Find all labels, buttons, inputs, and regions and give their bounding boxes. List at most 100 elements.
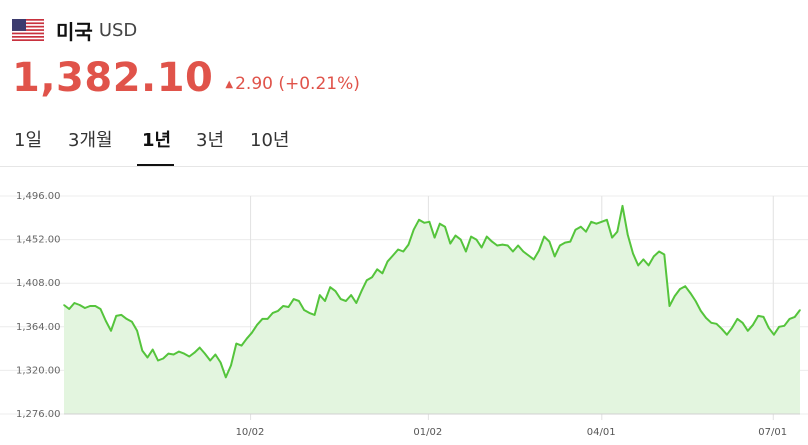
data-point	[783, 325, 786, 327]
data-point	[219, 361, 222, 364]
data-point	[533, 258, 535, 261]
data-point	[574, 228, 577, 231]
data-point	[496, 244, 499, 247]
tab-3m[interactable]: 3개월	[68, 130, 113, 151]
data-point	[245, 337, 248, 340]
data-point	[214, 353, 217, 356]
data-point	[527, 254, 530, 257]
data-point	[611, 236, 613, 239]
data-point	[68, 308, 70, 310]
data-point	[94, 305, 97, 307]
price-change: ▲ 2.90 (+0.21%)	[225, 74, 359, 94]
y-tick-label: 1,320.00	[16, 365, 61, 376]
data-point	[345, 300, 347, 302]
data-point	[282, 305, 285, 307]
data-point	[428, 221, 431, 223]
data-point	[715, 323, 718, 325]
data-point	[653, 255, 655, 258]
data-point	[423, 222, 426, 224]
data-point	[465, 250, 467, 253]
y-tick-label: 1,496.00	[16, 191, 61, 202]
data-point	[767, 327, 770, 329]
data-point	[600, 221, 603, 223]
data-point	[84, 307, 86, 309]
data-point	[198, 346, 201, 349]
data-point	[449, 242, 452, 245]
data-point	[324, 300, 326, 302]
data-point	[486, 235, 488, 238]
data-point	[475, 238, 478, 241]
data-point	[632, 252, 634, 255]
data-point	[663, 253, 666, 256]
data-point	[172, 353, 175, 356]
data-point	[272, 312, 274, 314]
data-point	[543, 235, 545, 238]
data-point	[141, 349, 144, 352]
tab-10y[interactable]: 10년	[250, 130, 290, 151]
data-point	[731, 327, 733, 329]
data-point	[266, 318, 269, 320]
data-point	[178, 350, 180, 353]
data-point	[292, 298, 295, 300]
data-point	[89, 305, 91, 307]
data-point	[501, 243, 504, 246]
data-point	[517, 244, 519, 247]
currency-code: USD	[98, 19, 138, 41]
data-point	[642, 258, 645, 261]
data-point	[392, 254, 394, 257]
data-point	[371, 276, 373, 279]
data-point	[673, 295, 676, 297]
active-tab-indicator	[137, 164, 174, 166]
data-point	[512, 250, 514, 253]
data-point	[313, 314, 316, 316]
exchange-rate-chart[interactable]: 1,276.00 1,320.00 1,364.00 1,408.00 1,452.00…	[0, 180, 808, 445]
data-point	[439, 222, 441, 225]
data-point	[298, 300, 300, 302]
data-point	[329, 286, 332, 288]
data-point	[762, 316, 765, 318]
data-point	[397, 248, 399, 251]
tab-1d[interactable]: 1일	[14, 130, 43, 151]
data-point	[433, 236, 436, 239]
data-point	[412, 228, 415, 231]
data-point	[78, 304, 81, 306]
data-point	[225, 376, 227, 379]
change-value: 2.90 (+0.21%)	[235, 74, 360, 94]
y-tick-label: 1,452.00	[16, 235, 61, 246]
data-point	[553, 255, 556, 258]
data-point	[778, 326, 780, 328]
data-point	[647, 264, 650, 267]
data-point	[188, 355, 191, 358]
us-flag-icon	[11, 18, 45, 42]
series-line	[63, 204, 801, 379]
data-point	[277, 310, 279, 312]
quote-row: 1,382.10 ▲ 2.90 (+0.21%)	[12, 58, 360, 98]
currency-header: 미국 USD	[11, 14, 138, 46]
data-point	[110, 330, 112, 332]
tab-1y[interactable]: 1년	[142, 130, 172, 151]
data-point	[193, 351, 196, 354]
data-point	[559, 244, 561, 247]
data-point	[376, 268, 379, 271]
data-point	[136, 330, 138, 332]
data-point	[73, 302, 76, 304]
data-point	[444, 225, 446, 228]
data-point	[658, 250, 660, 253]
data-point	[564, 241, 566, 244]
data-point	[590, 221, 592, 223]
data-point	[386, 260, 389, 263]
data-point	[350, 294, 352, 296]
data-point	[580, 225, 582, 228]
tab-3y[interactable]: 3년	[196, 130, 225, 151]
y-tick-label: 1,364.00	[16, 322, 61, 333]
data-point	[747, 330, 749, 332]
data-point	[773, 333, 775, 336]
data-point	[230, 364, 232, 367]
data-point	[726, 333, 728, 336]
data-point	[454, 234, 457, 237]
data-point	[799, 309, 801, 311]
x-tick-label: 01/02	[413, 427, 442, 438]
data-point	[757, 315, 759, 317]
y-tick-label: 1,276.00	[16, 409, 61, 420]
data-point	[334, 290, 337, 292]
